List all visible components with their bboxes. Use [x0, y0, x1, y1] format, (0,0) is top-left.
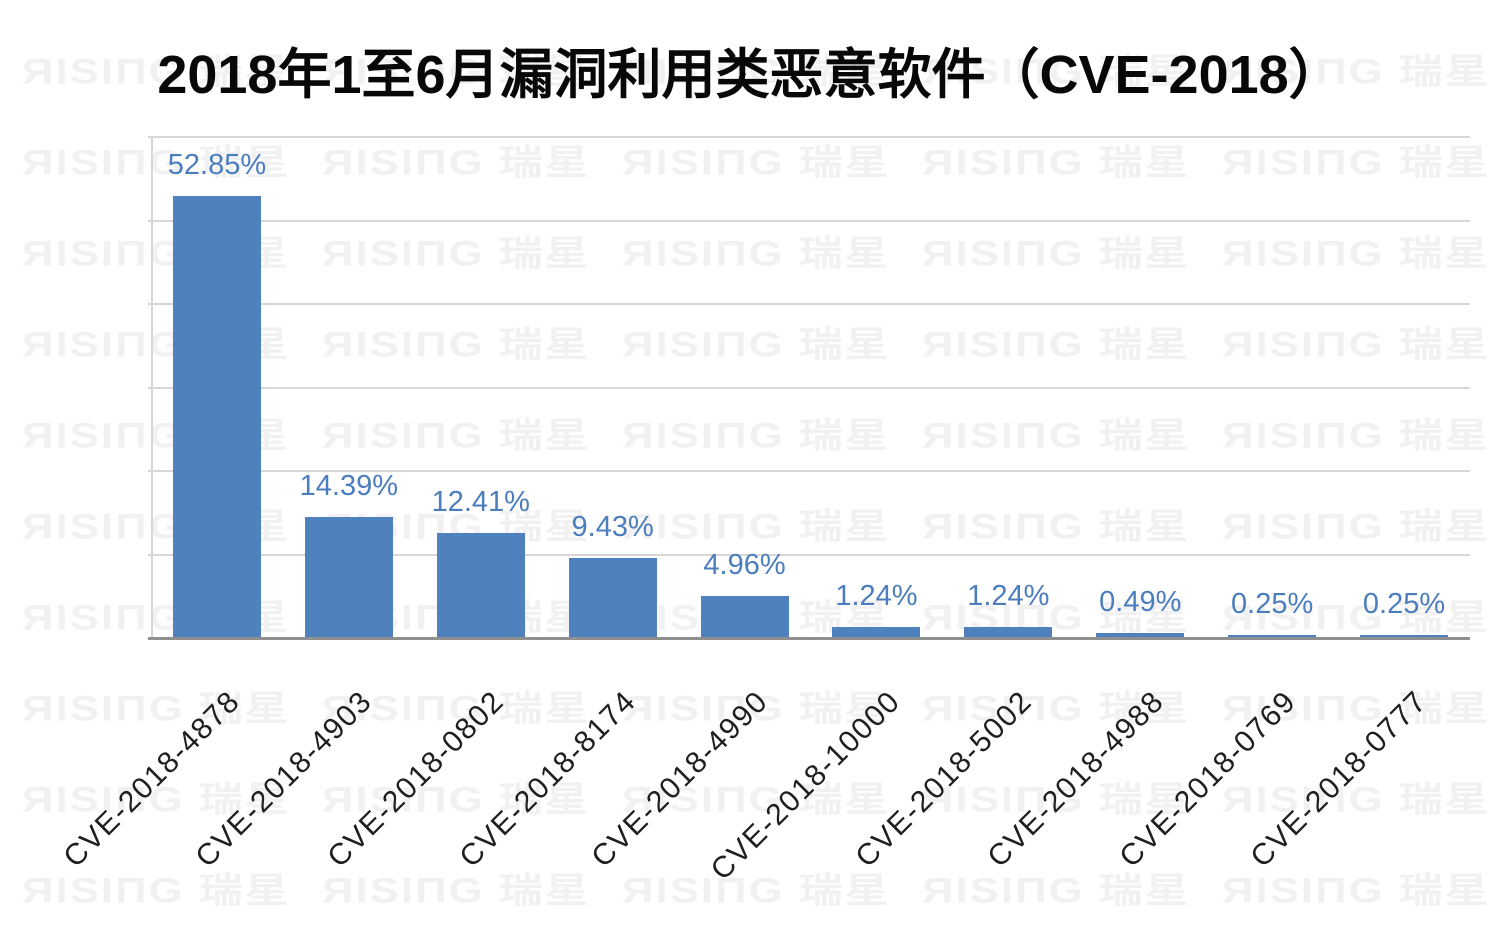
watermark-text: ЯIЅIПG 瑞星 [322, 415, 591, 455]
bar-value-label: 9.43% [571, 511, 654, 543]
gridline [148, 386, 1470, 389]
bar [569, 558, 657, 637]
watermark-text: ЯIЅIПG 瑞星 [622, 870, 891, 910]
bar [1228, 635, 1316, 637]
watermark-text: ЯIЅIПG 瑞星 [622, 142, 891, 182]
watermark-text: ЯIЅIПG 瑞星 [1222, 415, 1491, 455]
watermark-text: ЯIЅIПG 瑞星 [622, 415, 891, 455]
watermark-text: ЯIЅIПG 瑞星 [1222, 506, 1491, 546]
gridline [148, 219, 1470, 222]
watermark-text: ЯIЅIПG 瑞星 [922, 233, 1191, 273]
bar [964, 627, 1052, 637]
watermark-text: ЯIЅIПG 瑞星 [1222, 142, 1491, 182]
bar-value-label: 52.85% [167, 149, 267, 181]
bar-value-label: 0.49% [1099, 586, 1182, 618]
bar-value-label: 0.25% [1231, 588, 1314, 620]
bar [1360, 635, 1448, 637]
x-axis-line [148, 637, 1470, 640]
bar-value-label: 12.41% [431, 486, 530, 518]
watermark-text: ЯIЅIПG 瑞星 [622, 324, 891, 364]
watermark-text: ЯIЅIПG 瑞星 [922, 506, 1191, 546]
watermark-text: ЯIЅIПG 瑞星 [622, 506, 891, 546]
bar [305, 517, 393, 637]
gridline [148, 303, 1470, 305]
watermark-text: ЯIЅIПG 瑞星 [922, 870, 1191, 910]
bar [1096, 633, 1184, 637]
bar [437, 533, 525, 637]
watermark-text: ЯIЅIПG 瑞星 [922, 324, 1191, 364]
bar [832, 627, 920, 637]
watermark-text: ЯIЅIПG 瑞星 [922, 415, 1191, 455]
gridline [148, 136, 1470, 138]
y-axis-line [151, 136, 153, 640]
watermark-text: ЯIЅIПG 瑞星 [322, 324, 591, 364]
bar-value-label: 14.39% [299, 470, 399, 502]
gridline [148, 553, 1470, 556]
bar [173, 196, 261, 637]
bar-value-label: 1.24% [967, 580, 1050, 612]
watermark-text: ЯIЅIПG 瑞星 [1222, 870, 1491, 910]
watermark-text: ЯIЅIПG 瑞星 [322, 870, 591, 910]
watermark-text: ЯIЅIПG 瑞星 [22, 870, 291, 910]
bar-value-label: 4.96% [703, 549, 786, 581]
bar-value-label: 1.24% [835, 580, 918, 612]
gridline [148, 470, 1470, 472]
chart-title: 2018年1至6月漏洞利用类恶意软件（CVE-2018） [157, 45, 1343, 105]
watermark-text: ЯIЅIПG 瑞星 [322, 233, 591, 273]
watermark-text: ЯIЅIПG 瑞星 [322, 142, 591, 182]
bar-value-label: 0.25% [1362, 588, 1446, 620]
watermark-text: ЯIЅIПG 瑞星 [922, 142, 1191, 182]
watermark-text: ЯIЅIПG 瑞星 [622, 233, 891, 273]
bar [701, 596, 789, 637]
watermark-text: ЯIЅIПG 瑞星 [1222, 324, 1491, 364]
watermark-text: ЯIЅIПG 瑞星 [22, 688, 291, 728]
watermark-text: ЯIЅIПG 瑞星 [1222, 233, 1491, 273]
